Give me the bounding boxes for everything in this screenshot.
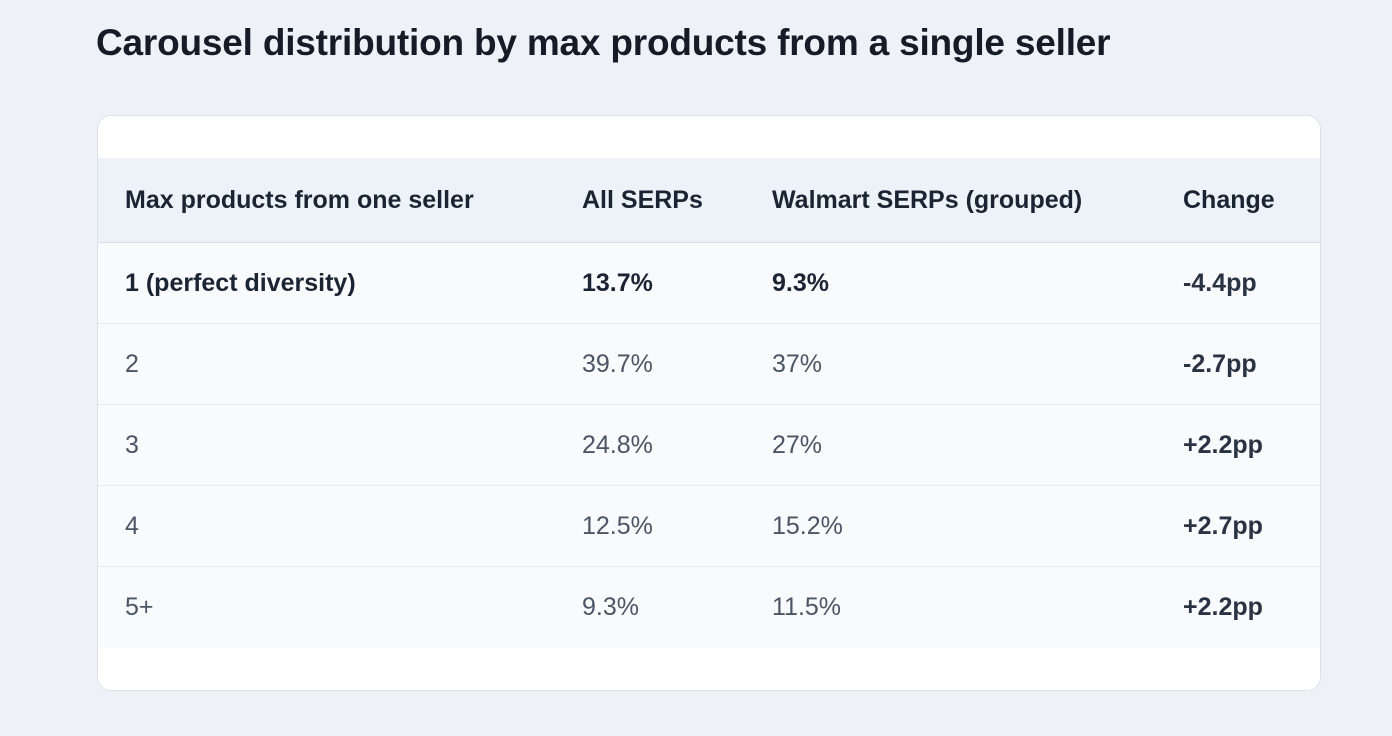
- cell-max-products: 2: [125, 349, 139, 378]
- cell-walmart-serps: 37%: [772, 349, 823, 378]
- table-row: 1 (perfect diversity) 13.7% 9.3% -4.4pp: [98, 243, 1320, 324]
- cell-all-serps: 39.7%: [582, 349, 653, 378]
- cell-max-products: 4: [125, 511, 139, 540]
- cell-max-products: 1 (perfect diversity): [125, 268, 356, 297]
- table-header-row: Max products from one seller All SERPs W…: [98, 158, 1320, 243]
- header-max-products: Max products from one seller: [125, 185, 474, 214]
- cell-walmart-serps: 11.5%: [772, 593, 842, 621]
- table-row: 4 12.5% 15.2% +2.7pp: [98, 486, 1320, 567]
- table-row: 2 39.7% 37% -2.7pp: [98, 324, 1320, 405]
- table-row: 5+ 9.3% 11.5% +2.2pp: [98, 567, 1320, 648]
- page-title: Carousel distribution by max products fr…: [96, 22, 1111, 63]
- cell-all-serps: 24.8%: [582, 430, 653, 459]
- cell-change: +2.2pp: [1183, 430, 1263, 459]
- header-walmart-serps: Walmart SERPs (grouped): [772, 185, 1083, 214]
- data-table: Max products from one seller All SERPs W…: [98, 158, 1320, 648]
- table-card: Max products from one seller All SERPs W…: [97, 115, 1321, 691]
- cell-all-serps: 13.7%: [582, 268, 653, 297]
- cell-change: -4.4pp: [1183, 268, 1257, 297]
- header-change: Change: [1183, 185, 1275, 214]
- cell-max-products: 5+: [125, 593, 154, 621]
- header-all-serps: All SERPs: [582, 185, 703, 214]
- cell-walmart-serps: 15.2%: [772, 511, 843, 540]
- cell-walmart-serps: 27%: [772, 430, 823, 459]
- cell-all-serps: 12.5%: [582, 511, 653, 540]
- cell-change: +2.2pp: [1183, 593, 1263, 621]
- cell-all-serps: 9.3%: [582, 593, 639, 621]
- cell-change: +2.7pp: [1183, 511, 1263, 540]
- table-row: 3 24.8% 27% +2.2pp: [98, 405, 1320, 486]
- cell-max-products: 3: [125, 430, 139, 459]
- cell-walmart-serps: 9.3%: [772, 268, 829, 297]
- cell-change: -2.7pp: [1183, 349, 1257, 378]
